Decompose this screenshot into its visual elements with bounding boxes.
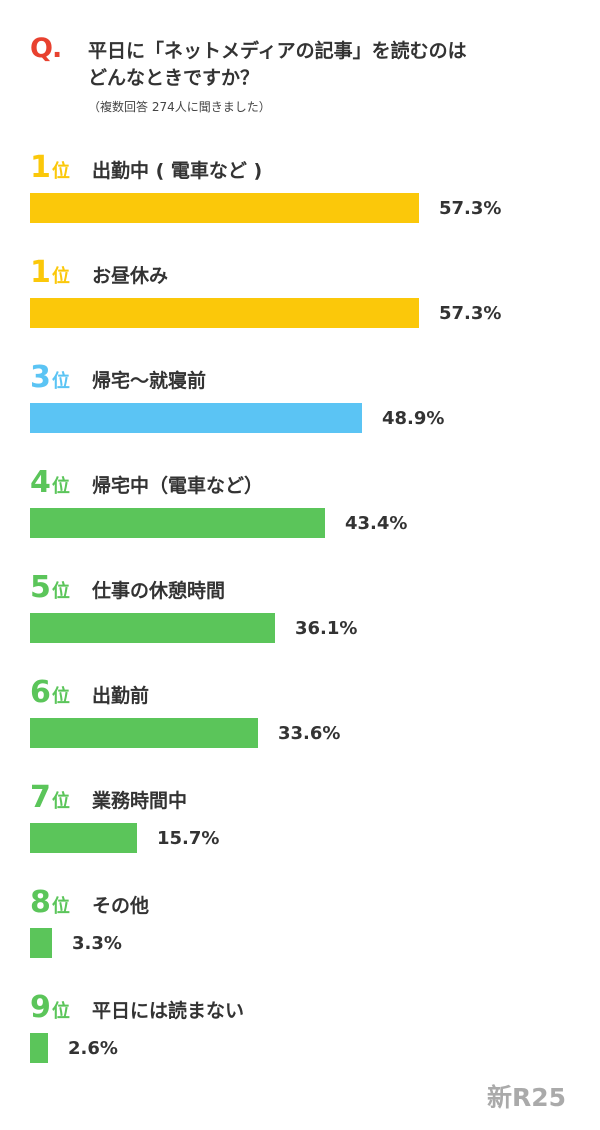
value-bar [30,613,275,643]
chart-item: 6 位出勤前 33.6% [0,678,600,778]
category-label: お昼休み [92,265,169,287]
rank-suffix: 位 [51,686,70,707]
respondent-note: （複数回答 274人に聞きました） [88,100,271,114]
value-label: 3.3% [72,933,122,954]
rank-number: 5 [30,570,51,605]
category-label: 帰宅中（電車など） [92,475,264,497]
value-label: 57.3% [439,303,502,324]
rank-number: 9 [30,990,51,1025]
rank-suffix: 位 [51,896,70,917]
rank-number: 8 [30,885,51,920]
chart-item: 3 位帰宅〜就寝前 48.9% [0,363,600,463]
chart-item: 4 位帰宅中（電車など） 43.4% [0,468,600,568]
rank-number: 7 [30,780,51,815]
rank-suffix: 位 [51,371,70,392]
category-label: 業務時間中 [92,790,188,812]
rank-suffix: 位 [51,581,70,602]
value-label: 33.6% [278,723,341,744]
category-label: 帰宅〜就寝前 [92,370,207,392]
question-title-line1: 平日に「ネットメディアの記事」を読むのは [88,40,467,62]
rank-suffix: 位 [51,266,70,287]
rank-suffix: 位 [51,161,70,182]
value-label: 15.7% [157,828,220,849]
value-bar [30,1033,48,1063]
rank-number: 1 [30,255,51,290]
question-title-line2: どんなときですか？ [88,67,260,89]
value-label: 2.6% [68,1038,118,1059]
category-label: 出勤中 ( 電車など ) [92,160,263,182]
rank-suffix: 位 [51,1001,70,1022]
value-bar [30,508,325,538]
category-label: その他 [92,895,150,917]
value-bar [30,718,258,748]
rank-number: 3 [30,360,51,395]
category-label: 出勤前 [92,685,150,707]
value-label: 43.4% [345,513,408,534]
rank-number: 6 [30,675,51,710]
value-label: 48.9% [382,408,445,429]
chart-item: 1 位お昼休み 57.3% [0,258,600,358]
rank-number: 1 [30,150,51,185]
chart-item: 8 位その他 3.3% [0,888,600,988]
category-label: 平日には読まない [92,1000,245,1022]
rank-number: 4 [30,465,51,500]
chart-item: 1 位出勤中 ( 電車など ) 57.3% [0,153,600,253]
chart-item: 9 位平日には読まない 2.6% [0,993,600,1093]
question-mark: Q. [30,33,62,64]
category-label: 仕事の休憩時間 [92,580,226,602]
value-bar [30,403,362,433]
rank-suffix: 位 [51,476,70,497]
value-label: 36.1% [295,618,358,639]
value-bar [30,193,419,223]
value-bar [30,298,419,328]
rank-suffix: 位 [51,791,70,812]
value-bar [30,928,52,958]
value-bar [30,823,137,853]
chart-item: 5 位仕事の休憩時間 36.1% [0,573,600,673]
brand-logo: 新R25 [487,1083,567,1112]
chart-item: 7 位業務時間中 15.7% [0,783,600,883]
value-label: 57.3% [439,198,502,219]
